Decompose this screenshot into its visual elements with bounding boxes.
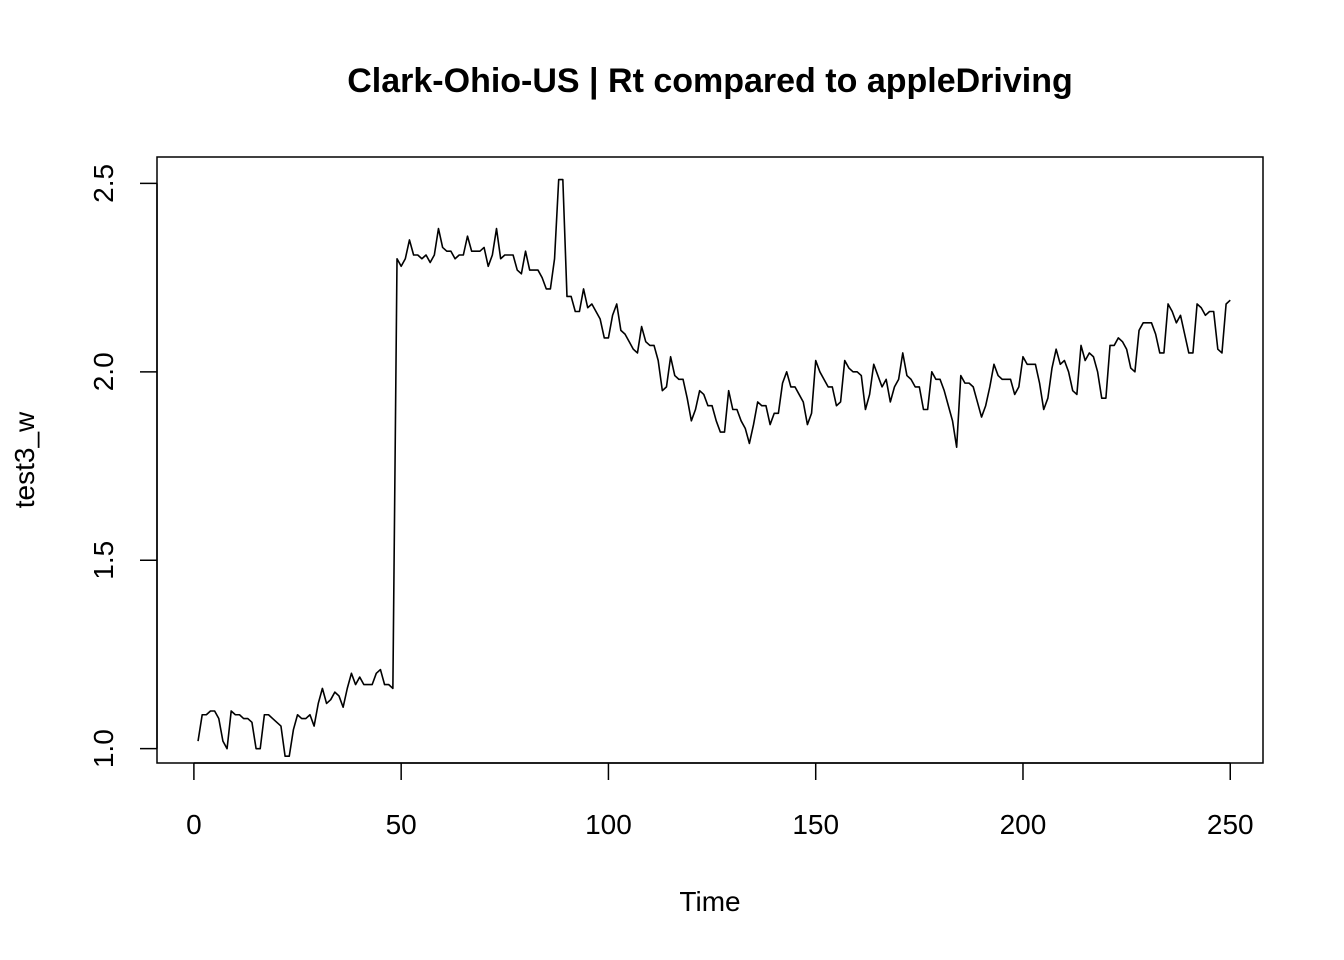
y-axis-label: test3_w: [9, 411, 40, 508]
x-tick-label: 0: [186, 809, 202, 840]
x-tick-label: 150: [792, 809, 839, 840]
x-tick-label: 200: [1000, 809, 1047, 840]
y-tick-label: 2.5: [88, 164, 119, 203]
x-axis: 0 50 100 150 200 250: [186, 763, 1254, 840]
chart-title: Clark-Ohio-US | Rt compared to appleDriv…: [347, 62, 1073, 100]
y-tick-label: 1.5: [88, 541, 119, 580]
y-axis: 1.0 1.5 2.0 2.5: [88, 164, 157, 768]
series-line: [198, 180, 1230, 757]
x-tick-label: 50: [386, 809, 417, 840]
y-tick-label: 2.0: [88, 352, 119, 391]
x-axis-label: Time: [679, 886, 740, 917]
y-tick-label: 1.0: [88, 729, 119, 768]
x-tick-label: 250: [1207, 809, 1254, 840]
plot-frame: [157, 157, 1263, 763]
x-tick-label: 100: [585, 809, 632, 840]
